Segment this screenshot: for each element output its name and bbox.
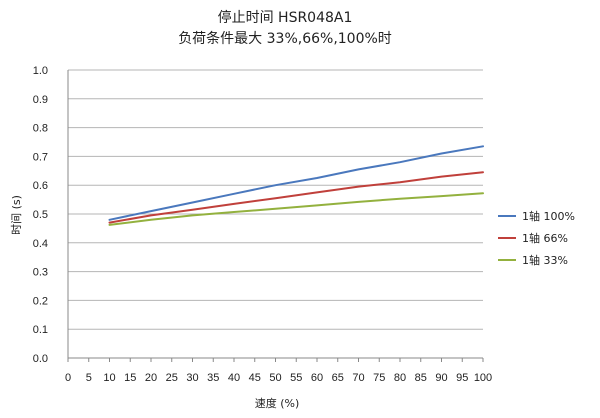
x-tick-label: 5 bbox=[86, 372, 92, 384]
x-tick-label: 60 bbox=[311, 372, 323, 384]
y-tick-label: 0.1 bbox=[33, 324, 48, 336]
y-tick-label: 1.0 bbox=[33, 65, 48, 77]
x-tick-label: 40 bbox=[228, 372, 240, 384]
x-tick-label: 25 bbox=[166, 372, 178, 384]
legend-label: 1轴 100% bbox=[522, 209, 575, 223]
legend: 1轴 100% 1轴 66% 1轴 33% bbox=[498, 209, 575, 267]
y-tick-label: 0.0 bbox=[33, 353, 48, 365]
chart-title: 停止时间 HSR048A1 bbox=[218, 9, 353, 26]
legend-label: 1轴 66% bbox=[522, 231, 568, 245]
x-tick-label: 35 bbox=[207, 372, 219, 384]
x-tick-label: 90 bbox=[435, 372, 447, 384]
y-tick-label: 0.2 bbox=[33, 295, 48, 307]
legend-label: 1轴 33% bbox=[522, 253, 568, 267]
axes bbox=[67, 70, 484, 362]
x-tick-label: 80 bbox=[394, 372, 406, 384]
x-tick-labels: 0 5 10 15 20 25 30 35 40 45 50 55 60 65 70 75 80 85 90 95 10… bbox=[65, 372, 492, 384]
x-tick-label: 75 bbox=[373, 372, 385, 384]
series-line-1 bbox=[108, 145, 484, 221]
series-lines bbox=[108, 145, 484, 226]
grid-lines bbox=[68, 69, 483, 359]
x-tick-label: 55 bbox=[290, 372, 302, 384]
x-tick-label: 70 bbox=[352, 372, 364, 384]
x-tick-label: 45 bbox=[249, 372, 261, 384]
y-tick-label: 0.6 bbox=[33, 180, 48, 192]
x-tick-label: 50 bbox=[269, 372, 281, 384]
x-tick-label: 30 bbox=[186, 372, 198, 384]
x-tick-label: 95 bbox=[456, 372, 468, 384]
y-axis-label: 时间 (s) bbox=[10, 195, 23, 235]
x-axis-label: 速度 (%) bbox=[255, 396, 300, 410]
chart-subtitle: 负荷条件最大 33%,66%,100%时 bbox=[178, 30, 392, 47]
y-tick-label: 0.5 bbox=[33, 209, 48, 221]
x-tick-label: 100 bbox=[474, 372, 492, 384]
x-tick-label: 10 bbox=[103, 372, 115, 384]
y-tick-labels: 0.0 0.1 0.2 0.3 0.4 0.5 0.6 0.7 0.8 0.9 1.0 bbox=[33, 65, 48, 365]
series-line-3 bbox=[108, 192, 484, 226]
y-tick-label: 0.7 bbox=[33, 151, 48, 163]
x-tick-label: 0 bbox=[65, 372, 71, 384]
x-tick-label: 65 bbox=[332, 372, 344, 384]
y-tick-label: 0.9 bbox=[33, 94, 48, 106]
y-tick-label: 0.3 bbox=[33, 267, 48, 279]
series-line-2 bbox=[108, 171, 484, 224]
x-tick-label: 20 bbox=[145, 372, 157, 384]
x-tick-label: 15 bbox=[124, 372, 136, 384]
y-tick-label: 0.4 bbox=[33, 238, 48, 250]
y-tick-label: 0.8 bbox=[33, 123, 48, 135]
x-tick-label: 85 bbox=[415, 372, 427, 384]
